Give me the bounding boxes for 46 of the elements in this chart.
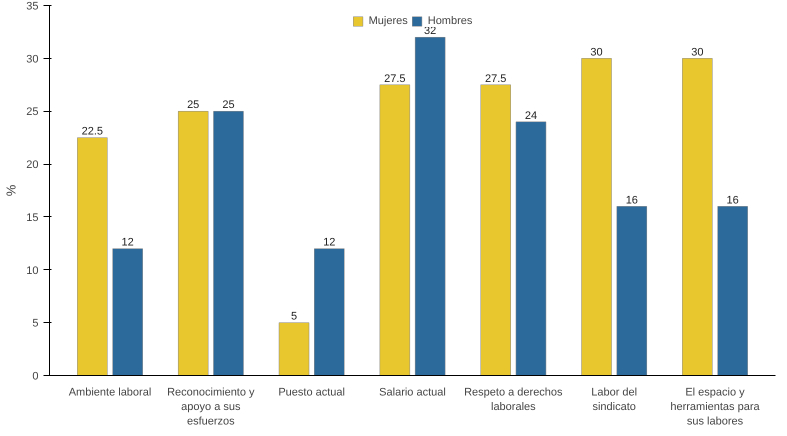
bar [112,248,143,376]
data-label: 16 [726,194,739,206]
x-tick-label: Reconocimiento y apoyo a sus esfuerzos [167,386,256,428]
x-tick-label: Respeto a derechos laborales [464,386,564,413]
bar [278,322,310,376]
data-label: 22.5 [82,126,104,138]
bar [717,206,748,376]
x-tick-label: El espacio y herramientas para sus labores [670,386,761,428]
data-label: 25 [222,99,235,112]
y-tick-label: 20 [26,159,39,172]
legend-label: Hombres [428,15,472,27]
bar [213,110,244,376]
y-tick-label: 30 [26,53,39,66]
data-label: 16 [626,194,638,206]
x-tick-label: Salario actual [379,386,446,398]
x-tick-label: Ambiente laboral [68,386,152,398]
legend-label: Mujeres [368,15,408,27]
data-label: 24 [524,110,538,122]
bar [314,248,345,376]
y-tick-label: 5 [32,318,39,330]
y-tick-label: 35 [26,0,39,12]
data-label: 27.5 [484,72,506,85]
y-tick-label: 10 [26,264,39,277]
bar [77,137,108,376]
y-tick-label: 25 [26,106,39,118]
y-tick-label: 15 [26,212,39,224]
data-label: 12 [122,236,134,249]
bar [178,110,208,376]
y-axis-title: % [3,184,18,196]
data-label: 12 [323,236,336,249]
data-label: 5 [290,310,298,323]
bar [380,84,410,376]
data-label: 32 [424,25,436,38]
data-label: 25 [187,99,200,112]
data-label: 27.5 [384,72,406,85]
bar [414,36,446,376]
y-tick-label: 0 [32,370,39,382]
data-label: 30 [691,46,704,58]
data-label: 30 [590,46,603,58]
x-tick-label: Labor del sindicato [591,386,638,413]
bar [616,206,648,376]
bar [516,122,546,376]
x-tick-label: Puesto actual [278,386,345,398]
bar [682,58,713,376]
bar [581,58,612,376]
bar [480,84,511,376]
